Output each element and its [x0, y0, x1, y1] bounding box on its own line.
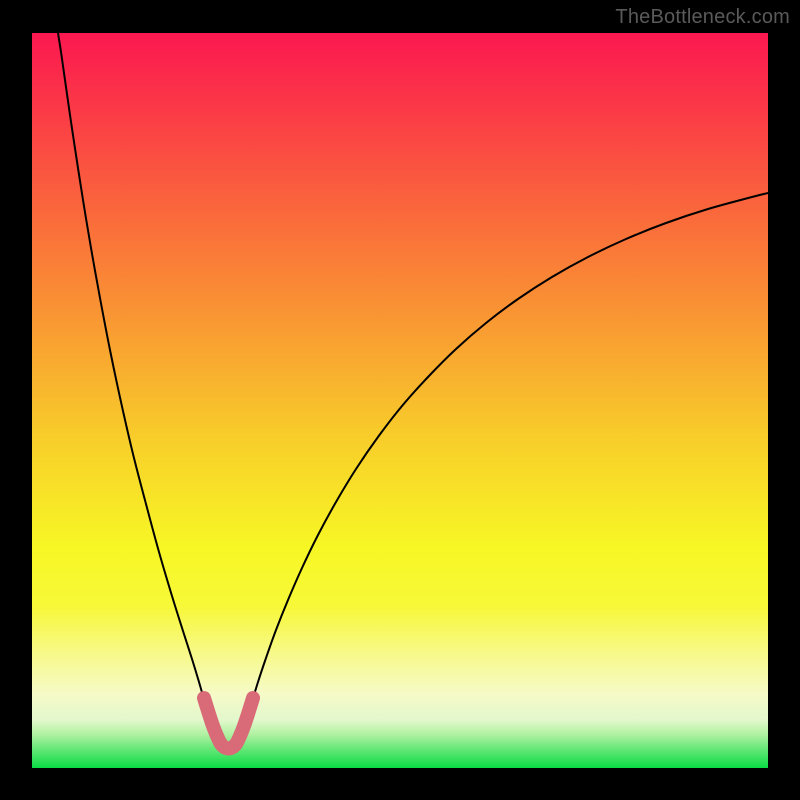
watermark-text: TheBottleneck.com [615, 6, 790, 29]
chart-background-gradient [32, 33, 768, 768]
bottleneck-chart [0, 0, 800, 800]
